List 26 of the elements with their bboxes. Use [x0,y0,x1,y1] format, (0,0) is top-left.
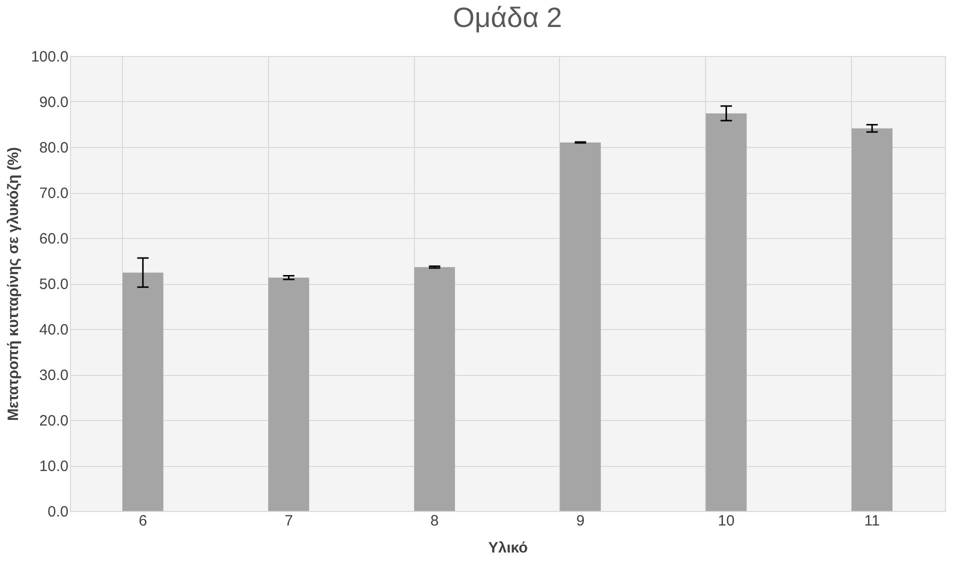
y-tick-label: 80.0 [39,140,68,156]
x-tick-label: 11 [864,512,880,530]
x-tick-label: 9 [576,512,585,530]
bar [122,272,164,511]
y-tick-label: 100.0 [30,48,68,66]
bar [852,128,892,511]
x-tick-label: 7 [284,512,293,530]
y-tick-label: 90.0 [39,94,68,111]
bar [268,278,310,511]
bar [560,142,601,511]
x-axis-title: Υλικό [488,540,528,556]
y-tick-label: 60.0 [39,230,68,248]
x-tick-label: 10 [718,512,735,530]
y-tick-label: 30.0 [39,367,68,384]
x-tick-label: 6 [138,512,148,530]
y-tick-label: 70.0 [39,185,68,202]
chart-title: Ομάδα 2 [452,2,562,33]
y-tick-label: 50.0 [39,276,68,293]
bar [706,113,747,511]
y-tick-label: 0.0 [48,504,68,520]
bar [414,267,455,511]
x-tick-label: 8 [430,512,439,530]
y-tick-label: 10.0 [39,458,68,475]
y-axis-title: Μετατροπή κυτταρίνης σε γλυκόζη (%) [4,147,22,421]
y-tick-label: 20.0 [39,412,68,430]
y-tick-label: 40.0 [39,322,68,338]
